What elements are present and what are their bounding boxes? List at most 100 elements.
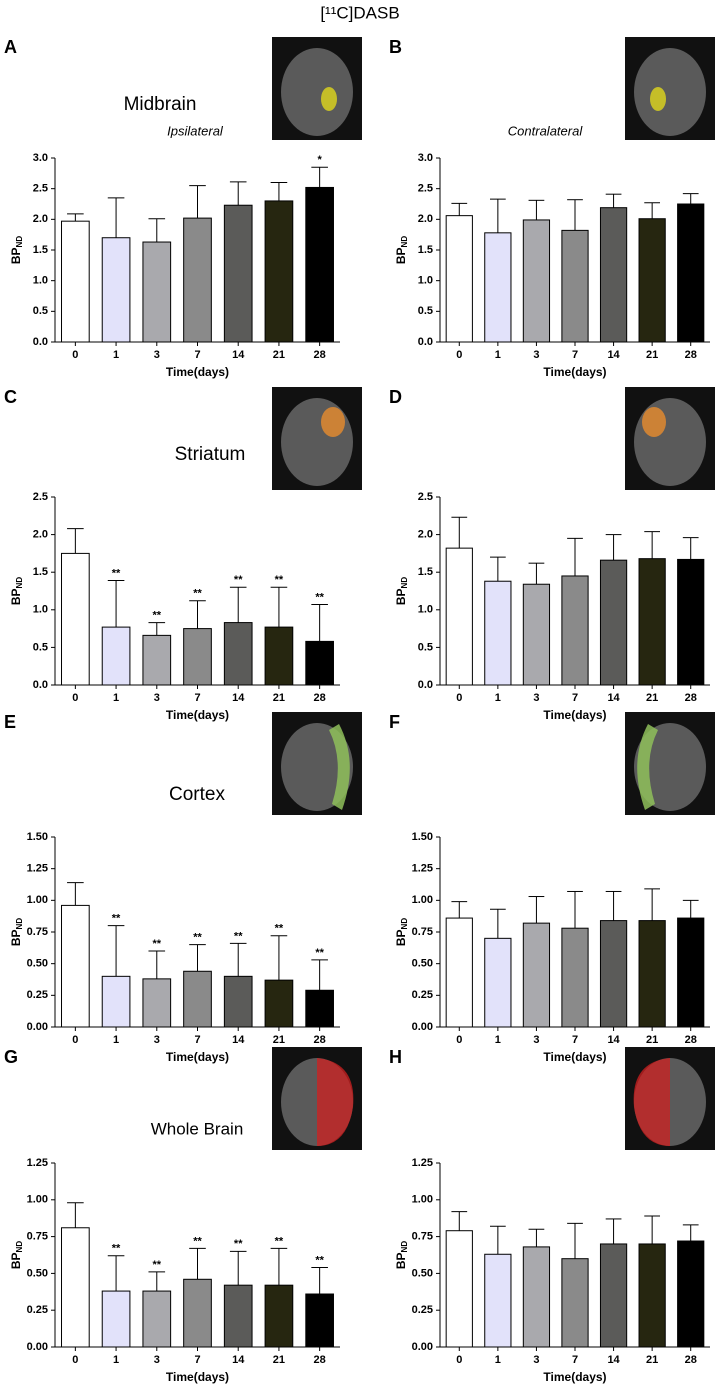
bar <box>305 1293 334 1348</box>
y-tick-label: 0.50 <box>27 958 48 970</box>
x-tick-label: 28 <box>314 1354 326 1366</box>
bar <box>264 626 294 686</box>
y-tick-label: 0.00 <box>412 1021 433 1033</box>
bar <box>522 219 551 343</box>
x-axis-label: Time(days) <box>543 1370 606 1384</box>
y-tick-label: 0.75 <box>27 1231 48 1243</box>
x-tick-label: 0 <box>72 692 78 704</box>
bar <box>522 1246 551 1348</box>
x-tick-label: 14 <box>607 1354 620 1366</box>
significance-mark: ** <box>153 938 162 950</box>
x-tick-label: 1 <box>113 1354 119 1366</box>
y-tick-label: 0.5 <box>418 305 433 317</box>
panel-letter: F <box>389 712 400 732</box>
brain-outline <box>281 48 353 136</box>
bar <box>305 186 334 343</box>
significance-mark: ** <box>234 930 243 942</box>
y-tick-label: 1.5 <box>33 244 48 256</box>
x-tick-label: 28 <box>685 1034 697 1046</box>
bar <box>445 215 473 343</box>
y-tick-label: 1.5 <box>418 566 433 578</box>
x-tick-label: 1 <box>113 349 119 361</box>
x-tick-label: 28 <box>685 1354 697 1366</box>
panel-letter: B <box>389 37 402 57</box>
bar <box>183 1278 212 1348</box>
y-tick-label: 0.00 <box>412 1341 433 1353</box>
x-tick-label: 3 <box>154 692 160 704</box>
y-tick-label: 2.5 <box>418 491 433 503</box>
brain-outline <box>634 48 706 136</box>
brain-region <box>650 87 666 111</box>
brain-region <box>637 724 658 810</box>
bar <box>561 229 589 343</box>
significance-mark: ** <box>112 913 121 925</box>
y-tick-label: 1.50 <box>27 831 48 843</box>
y-tick-label: 1.50 <box>412 831 433 843</box>
y-label-sub: ND <box>400 1241 409 1253</box>
x-tick-label: 7 <box>194 692 200 704</box>
panel-letter: G <box>4 1047 18 1067</box>
x-tick-label: 7 <box>572 349 578 361</box>
y-tick-label: 0.75 <box>412 1231 433 1243</box>
brain-region <box>321 407 345 437</box>
bar <box>61 220 90 343</box>
x-tick-label: 3 <box>533 1354 539 1366</box>
x-tick-label: 1 <box>495 692 501 704</box>
bar <box>101 1290 131 1348</box>
y-label-sub: ND <box>15 577 24 589</box>
y-label-sub: ND <box>400 577 409 589</box>
x-tick-label: 14 <box>232 1034 245 1046</box>
y-tick-label: 2.0 <box>418 213 433 225</box>
x-tick-label: 21 <box>646 692 658 704</box>
x-tick-label: 21 <box>273 1034 285 1046</box>
bar <box>599 1243 628 1348</box>
significance-mark: ** <box>275 574 284 586</box>
x-tick-label: 14 <box>607 349 620 361</box>
significance-mark: ** <box>234 1238 243 1250</box>
x-tick-label: 0 <box>456 1034 462 1046</box>
y-tick-label: 1.5 <box>33 566 48 578</box>
bar <box>638 558 666 686</box>
significance-mark: ** <box>112 1243 121 1255</box>
brain-region <box>329 724 350 810</box>
x-tick-label: 7 <box>572 1034 578 1046</box>
y-label-main: BP <box>394 588 408 605</box>
y-tick-label: 1.00 <box>412 894 433 906</box>
brain-region <box>642 407 666 437</box>
x-tick-label: 14 <box>232 692 245 704</box>
x-tick-label: 3 <box>533 1034 539 1046</box>
bar <box>484 232 512 343</box>
x-tick-label: 21 <box>646 1034 658 1046</box>
x-tick-label: 21 <box>646 1354 658 1366</box>
x-tick-label: 7 <box>194 1034 200 1046</box>
x-tick-label: 0 <box>456 349 462 361</box>
bar <box>599 920 628 1028</box>
y-label-sub: ND <box>15 1241 24 1253</box>
brain-outline <box>634 398 706 486</box>
x-tick-label: 7 <box>572 692 578 704</box>
bar <box>445 1230 473 1348</box>
brain-region <box>317 1058 354 1146</box>
bar <box>142 978 172 1028</box>
significance-mark: ** <box>315 1254 324 1266</box>
significance-mark: ** <box>193 588 202 600</box>
bar <box>264 979 294 1028</box>
x-tick-label: 0 <box>72 1354 78 1366</box>
bar <box>561 1258 589 1348</box>
significance-mark: ** <box>315 591 324 603</box>
y-tick-label: 0.5 <box>33 305 48 317</box>
y-tick-label: 0.0 <box>33 336 48 348</box>
significance-mark: ** <box>275 1235 284 1247</box>
bar <box>522 922 551 1028</box>
figure-title: [¹¹C]DASB <box>320 3 399 22</box>
y-tick-label: 0.0 <box>33 679 48 691</box>
significance-mark: ** <box>153 609 162 621</box>
y-tick-label: 0.75 <box>27 926 48 938</box>
x-tick-label: 3 <box>533 349 539 361</box>
x-tick-label: 14 <box>232 349 245 361</box>
significance-mark: ** <box>112 567 121 579</box>
bar <box>677 203 705 343</box>
bar <box>561 927 589 1028</box>
brain-region <box>321 87 337 111</box>
significance-mark: ** <box>153 1259 162 1271</box>
